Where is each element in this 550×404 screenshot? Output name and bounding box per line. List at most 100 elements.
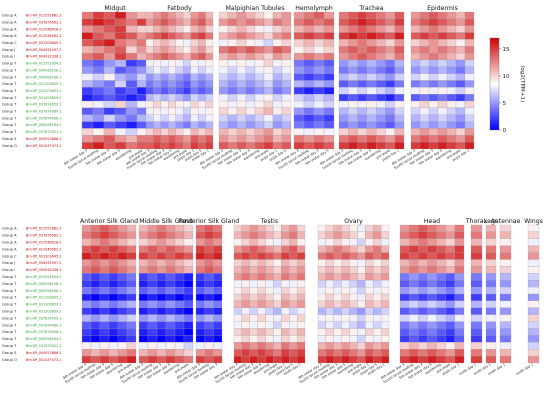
- gene-label: Bm-XP_004923866.1: [26, 137, 61, 141]
- group-label: Group T: [2, 75, 17, 79]
- heatmap-cell: [281, 280, 290, 288]
- heatmap-cell: [195, 286, 205, 295]
- heatmap-cell: [409, 280, 419, 288]
- heatmap-cell: [349, 252, 358, 260]
- heatmap-cell: [419, 128, 430, 136]
- heatmap-cell: [349, 321, 358, 329]
- heatmap-cell: [296, 300, 306, 308]
- heatmap-cell: [175, 25, 184, 33]
- heatmap-cell: [81, 142, 94, 150]
- heatmap-cell: [293, 100, 305, 109]
- heatmap-cell: [245, 100, 256, 109]
- heatmap-cell: [338, 135, 349, 143]
- heatmap-cell: [245, 121, 256, 129]
- heatmap-cell: [366, 73, 377, 81]
- heatmap-cell: [454, 349, 465, 357]
- heatmap-cell: [418, 321, 428, 329]
- heatmap-cell: [470, 224, 483, 233]
- heatmap-cell: [195, 335, 205, 343]
- heatmap-cell: [527, 349, 540, 357]
- heatmap-cell: [325, 238, 334, 246]
- heatmap-cell: [373, 266, 382, 274]
- panel-title: Testis: [260, 218, 278, 225]
- heatmap-cell: [205, 121, 214, 129]
- heatmap-cell: [183, 314, 194, 322]
- heatmap-cell: [313, 100, 325, 109]
- heatmap-cell: [446, 100, 457, 109]
- heatmap-cell: [195, 273, 205, 281]
- heatmap-cell: [445, 231, 455, 239]
- heatmap-cell: [380, 307, 390, 315]
- heatmap-cell: [303, 25, 315, 33]
- heatmap-cell: [99, 355, 110, 364]
- gene-label: Bm-XP_037873021.1: [26, 344, 61, 348]
- heatmap-cell: [485, 280, 497, 288]
- heatmap-cell: [338, 25, 349, 33]
- heatmap-cell: [233, 293, 243, 302]
- heatmap-cell: [273, 300, 282, 308]
- heatmap-cell: [317, 266, 327, 274]
- heatmap-cell: [418, 300, 428, 308]
- heatmap-cell: [138, 307, 149, 315]
- heatmap-cell: [90, 307, 101, 315]
- heatmap-cell: [125, 80, 138, 88]
- heatmap-cell: [357, 39, 367, 47]
- heatmap-cell: [289, 273, 298, 281]
- heatmap-cell: [81, 52, 94, 61]
- heatmap-cell: [445, 252, 455, 260]
- heatmap-cell: [257, 321, 266, 329]
- heatmap-cell: [108, 259, 119, 267]
- heatmap-cell: [257, 266, 266, 274]
- heatmap-cell: [455, 107, 466, 115]
- heatmap-cell: [257, 342, 266, 350]
- heatmap-cell: [245, 107, 256, 115]
- heatmap-cell: [99, 321, 110, 329]
- heatmap-cell: [197, 87, 206, 95]
- heatmap-cell: [410, 11, 421, 19]
- heatmap-cell: [233, 349, 243, 357]
- heatmap-cell: [108, 266, 119, 274]
- heatmap-cell: [125, 59, 138, 67]
- column-tick-label: pre-pupa: [128, 148, 143, 160]
- heatmap-cell: [103, 142, 116, 150]
- heatmap-cell: [156, 259, 167, 267]
- heatmap-cell: [145, 52, 154, 61]
- heatmap-cell: [281, 128, 292, 136]
- heatmap-cell: [437, 100, 448, 109]
- heatmap-cell: [349, 280, 358, 288]
- heatmap-cell: [195, 224, 205, 233]
- group-label: Group A: [2, 14, 17, 18]
- group-label: Group T: [2, 103, 17, 107]
- heatmap-cell: [409, 349, 419, 357]
- heatmap-cell: [436, 259, 446, 267]
- heatmap-cell: [183, 245, 194, 253]
- heatmap-cell: [454, 321, 465, 329]
- heatmap-cell: [241, 252, 250, 260]
- heatmap-cell: [281, 80, 292, 88]
- heatmap-cell: [357, 18, 367, 26]
- heatmap-cell: [281, 328, 290, 336]
- heatmap-cell: [365, 286, 374, 295]
- heatmap-cell: [190, 52, 199, 61]
- heatmap-cell: [174, 231, 185, 239]
- heatmap-cell: [183, 80, 191, 88]
- heatmap-cell: [263, 107, 274, 115]
- group-label: Group A: [2, 247, 17, 251]
- colorbar: [489, 37, 500, 131]
- heatmap-cell: [303, 11, 315, 19]
- heatmap-cell: [125, 87, 138, 95]
- heatmap-cell: [394, 46, 405, 54]
- heatmap-cell: [281, 349, 290, 357]
- heatmap-cell: [418, 355, 428, 364]
- heatmap-cell: [341, 224, 350, 233]
- heatmap-cell: [183, 259, 194, 267]
- heatmap-cell: [233, 321, 243, 329]
- heatmap-cell: [428, 46, 439, 54]
- heatmap-cell: [263, 114, 274, 122]
- heatmap-cell: [418, 252, 428, 260]
- heatmap-cell: [455, 39, 466, 47]
- heatmap-cell: [99, 300, 110, 308]
- heatmap-cell: [190, 73, 199, 81]
- heatmap-cell: [499, 259, 512, 267]
